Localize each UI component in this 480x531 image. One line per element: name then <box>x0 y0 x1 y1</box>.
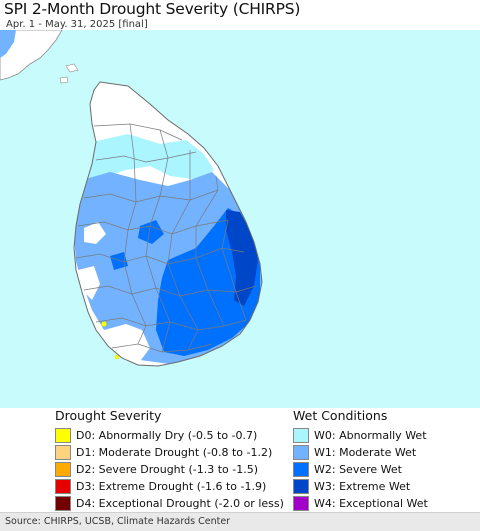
legend-swatch <box>55 495 71 511</box>
map-subtitle: Apr. 1 - May. 31, 2025 [final] <box>6 19 148 30</box>
legend-swatch <box>293 495 309 511</box>
legend-swatch <box>55 427 71 443</box>
wet-legend-heading: Wet Conditions <box>293 408 388 423</box>
drought-legend: D0: Abnormally Dry (-0.5 to -0.7) D1: Mo… <box>55 427 284 512</box>
w2-zone <box>138 220 164 244</box>
d0-spot <box>114 354 120 360</box>
legend-swatch <box>55 461 71 477</box>
source-footer: Source: CHIRPS, UCSB, Climate Hazards Ce… <box>0 512 480 531</box>
legend-swatch <box>55 478 71 494</box>
legend-label: D0: Abnormally Dry (-0.5 to -0.7) <box>76 428 258 442</box>
w0-zone <box>88 134 214 180</box>
legend-label: D3: Extreme Drought (-1.6 to -1.9) <box>76 479 267 493</box>
island-islet <box>65 63 79 73</box>
legend-label: W4: Exceptional Wet <box>314 496 428 510</box>
legend-label: W3: Extreme Wet <box>314 479 411 493</box>
legend-label: D4: Exceptional Drought (-2.0 or less) <box>76 496 284 510</box>
legend-swatch <box>293 478 309 494</box>
normal-zone <box>84 222 106 244</box>
wet-legend: W0: Abnormally Wet W1: Moderate Wet W2: … <box>293 427 428 512</box>
source-text: Source: CHIRPS, UCSB, Climate Hazards Ce… <box>5 516 231 527</box>
legend-swatch <box>293 427 309 443</box>
legend-item: D0: Abnormally Dry (-0.5 to -0.7) <box>55 427 284 443</box>
legend-item: D4: Exceptional Drought (-2.0 or less) <box>55 495 284 511</box>
legend-label: W0: Abnormally Wet <box>314 428 427 442</box>
legend-item: W1: Moderate Wet <box>293 444 428 460</box>
legend-swatch <box>293 444 309 460</box>
legend-label: D1: Moderate Drought (-0.8 to -1.2) <box>76 445 273 459</box>
normal-zone <box>78 266 100 300</box>
legend-item: D2: Severe Drought (-1.3 to -1.5) <box>55 461 284 477</box>
w3-zone <box>226 210 258 306</box>
w2-zone <box>110 252 128 270</box>
legend-item: D3: Extreme Drought (-1.6 to -1.9) <box>55 478 284 494</box>
district-boundaries <box>75 123 257 353</box>
legend-item: W3: Extreme Wet <box>293 478 428 494</box>
d0-spot <box>101 321 107 327</box>
map-title: SPI 2-Month Drought Severity (CHIRPS) <box>4 0 301 18</box>
normal-zone <box>94 86 164 126</box>
india-wet-patch <box>0 30 16 58</box>
india-coast <box>0 30 63 81</box>
legend-item: W0: Abnormally Wet <box>293 427 428 443</box>
legend-label: W1: Moderate Wet <box>314 445 417 459</box>
legend-item: D1: Moderate Drought (-0.8 to -1.2) <box>55 444 284 460</box>
drought-map <box>0 30 480 408</box>
drought-legend-heading: Drought Severity <box>55 408 162 423</box>
legend-label: D2: Severe Drought (-1.3 to -1.5) <box>76 462 259 476</box>
legend-label: W2: Severe Wet <box>314 462 402 476</box>
legend-swatch <box>55 444 71 460</box>
legend-item: W4: Exceptional Wet <box>293 495 428 511</box>
island-islet <box>59 76 69 84</box>
legend-item: W2: Severe Wet <box>293 461 428 477</box>
legend-swatch <box>293 461 309 477</box>
